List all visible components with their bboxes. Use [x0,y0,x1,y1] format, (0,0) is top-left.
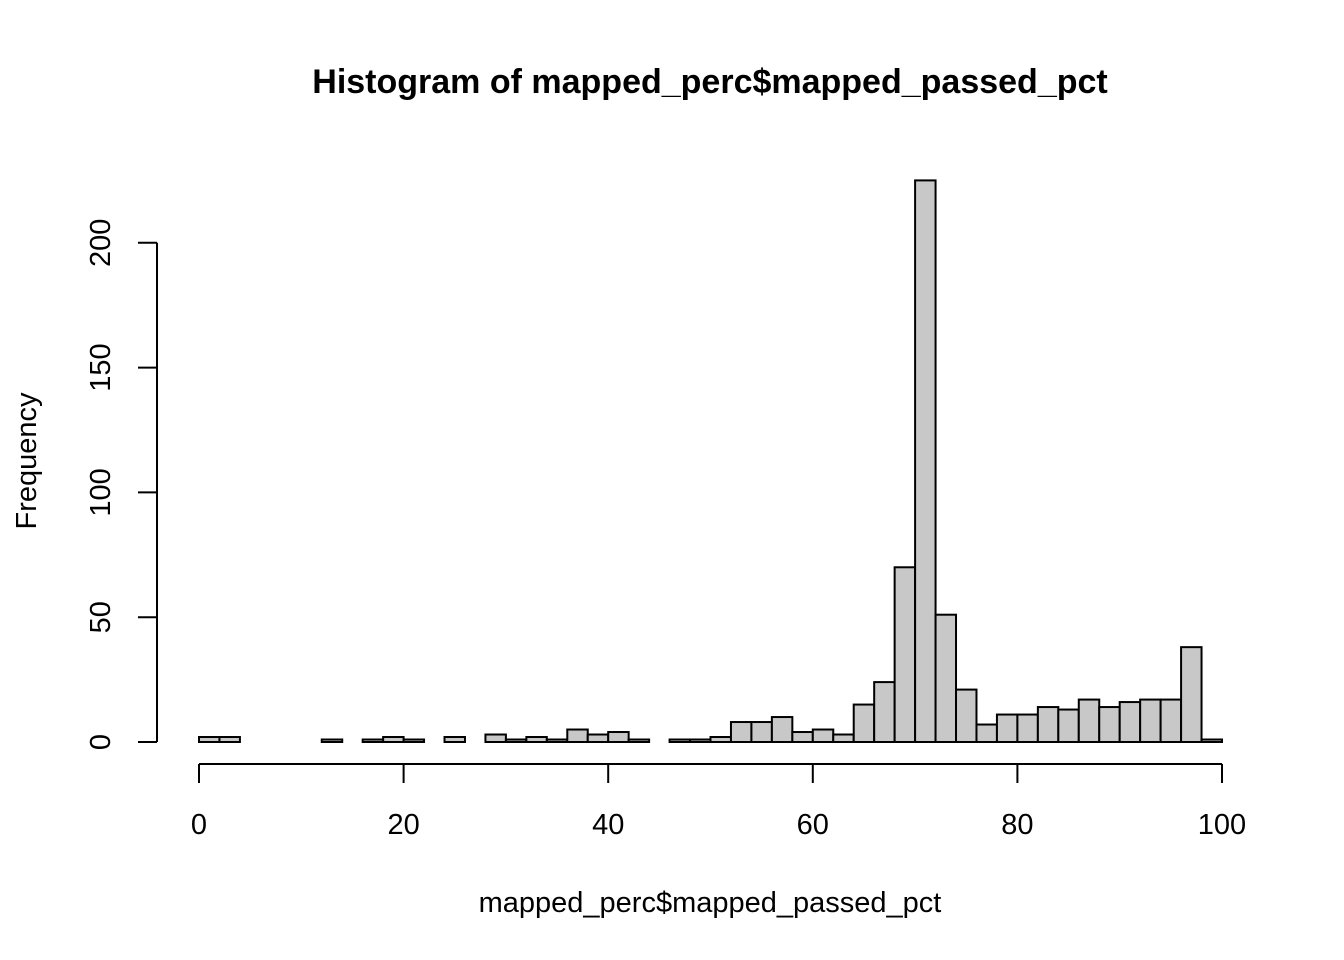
histogram-bar [525,736,548,743]
histogram-bar [750,721,773,743]
x-tick-label: 0 [191,809,207,841]
histogram-bar [770,716,794,743]
histogram-bar [1016,713,1039,744]
histogram-bar [832,733,855,744]
histogram-bar [955,688,978,743]
y-tick-label: 50 [85,601,117,633]
histogram-bar [586,733,610,744]
histogram-bar [914,179,937,743]
histogram-bar [545,738,569,744]
histogram-bar [995,713,1019,744]
x-tick-label: 80 [1001,809,1033,841]
histogram-bar [198,736,221,743]
histogram-bar [607,731,630,743]
histogram-bar [893,566,917,744]
histogram-bar [975,723,998,744]
histogram-bar [852,703,876,743]
y-axis-label: Frequency [11,392,43,530]
histogram-bar [361,738,385,744]
histogram-bar [320,738,344,744]
histogram-bar [1180,646,1203,743]
y-tick-label: 150 [85,343,117,391]
histogram-bar [1098,706,1121,744]
histogram-bar [443,736,466,743]
histogram-bar [382,736,405,743]
histogram-bar [1118,701,1142,744]
histogram-bar [1077,698,1101,743]
histogram-bar [1159,698,1183,743]
histogram-bar [627,738,651,744]
histogram-bar [791,731,814,743]
y-tick-label: 100 [85,468,117,516]
histogram-bar [1200,738,1224,744]
y-tick-label: 0 [85,734,117,750]
histogram-bar [566,728,589,744]
x-axis-label: mapped_perc$mapped_passed_pct [479,887,942,919]
y-axis: 0 50 100 150 200 [85,219,158,750]
histogram-bar [218,736,241,743]
histogram-bar [484,733,507,744]
bars-group [198,179,1224,744]
x-axis: 0 20 40 60 80 100 [191,763,1246,841]
x-tick-label: 100 [1198,809,1246,841]
histogram-bar [811,728,835,744]
histogram-bar [1036,706,1060,744]
histogram-bar [729,721,753,743]
histogram-bar [1057,708,1080,743]
histogram-bar [1139,698,1162,743]
chart-title: Histogram of mapped_perc$mapped_passed_p… [312,63,1107,101]
x-tick-label: 40 [592,809,624,841]
histogram-bar [402,738,426,744]
histogram-bar [668,738,692,744]
histogram-bar [504,738,528,744]
histogram-bar [709,736,732,743]
histogram-bar [873,681,896,744]
histogram-bar [934,613,958,743]
x-tick-label: 60 [797,809,829,841]
histogram-bar [689,738,712,744]
y-tick-label: 200 [85,219,117,267]
x-tick-label: 20 [387,809,419,841]
